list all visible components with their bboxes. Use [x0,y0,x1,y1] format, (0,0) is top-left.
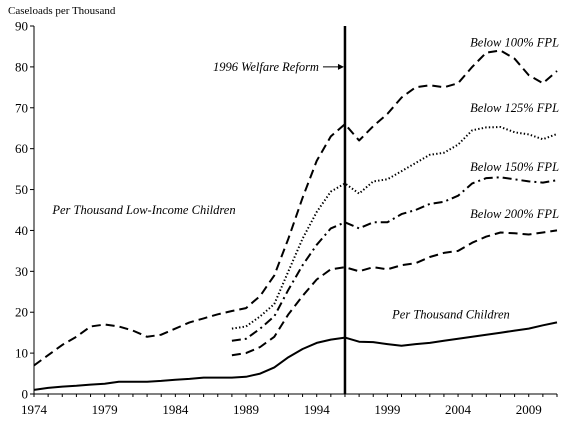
series-line-below-125-fpl [232,127,557,329]
series-label: Below 125% FPL [470,101,559,115]
x-tick-label: 2009 [516,402,542,417]
x-tick-label: 2004 [445,402,472,417]
y-tick-label: 80 [15,59,28,74]
y-tick-label: 40 [15,223,28,238]
series-line-below-200-fpl [232,230,557,355]
y-tick-label: 10 [15,346,28,361]
welfare-reform-label: 1996 Welfare Reform [213,60,319,74]
series-label: Per Thousand Children [391,307,510,321]
series-label: Below 100% FPL [470,35,559,49]
series-label: Below 200% FPL [470,207,559,221]
y-tick-label: 50 [15,182,28,197]
welfare-reform-arrowhead [338,64,344,70]
x-tick-label: 1989 [233,402,259,417]
series-label: Below 150% FPL [470,160,559,174]
y-tick-label: 90 [15,19,28,34]
x-tick-label: 1999 [374,402,400,417]
x-tick-label: 1984 [162,402,189,417]
y-tick-label: 0 [22,387,29,402]
annotation-low-income: Per Thousand Low-Income Children [51,203,235,217]
series-line-per-thousand-children [34,322,557,390]
y-tick-label: 70 [15,100,28,115]
y-axis-label: Caseloads per Thousand [8,5,116,17]
x-tick-label: 1974 [21,402,48,417]
x-tick-label: 1979 [92,402,118,417]
y-tick-label: 60 [15,141,28,156]
y-tick-label: 20 [15,305,28,320]
x-tick-label: 1994 [304,402,331,417]
y-tick-label: 30 [15,264,28,279]
